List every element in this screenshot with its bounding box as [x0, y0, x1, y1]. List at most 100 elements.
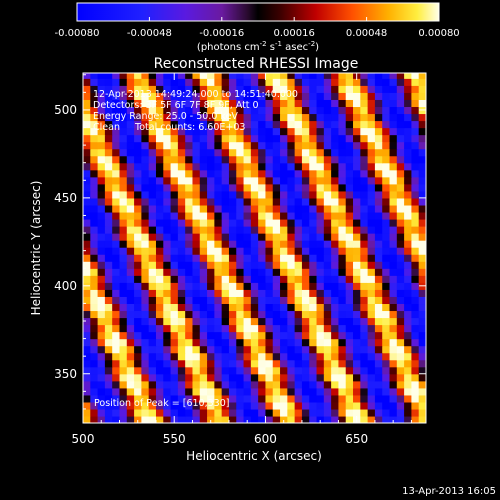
- heatmap-cell: [119, 78, 128, 86]
- heatmap-cell: [112, 106, 121, 115]
- heatmap-cell: [360, 148, 369, 157]
- heatmap-cell: [374, 247, 383, 255]
- heatmap-cell: [214, 275, 223, 283]
- heatmap-cell: [221, 99, 230, 108]
- heatmap-cell: [83, 92, 91, 100]
- heatmap-cell: [185, 211, 194, 220]
- heatmap-cell: [134, 275, 142, 283]
- heatmap-cell: [104, 218, 113, 227]
- heatmap-cell: [323, 401, 332, 410]
- heatmap-cell: [236, 324, 245, 333]
- heatmap-cell: [389, 317, 398, 326]
- heatmap-cell: [331, 78, 340, 86]
- heatmap-cell: [163, 247, 172, 255]
- heatmap-cell: [338, 134, 347, 143]
- heatmap-cell: [418, 85, 426, 93]
- heatmap-cell: [170, 183, 179, 192]
- heatmap-cell: [338, 338, 347, 347]
- heatmap-cell: [338, 387, 347, 396]
- heatmap-cell: [250, 155, 259, 164]
- heatmap-cell: [119, 73, 128, 79]
- heatmap-cell: [316, 275, 325, 283]
- heatmap-cell: [265, 380, 274, 389]
- heatmap-cell: [90, 204, 99, 213]
- heatmap-cell: [243, 134, 252, 143]
- heatmap-cell: [294, 247, 303, 255]
- heatmap-cell: [207, 359, 215, 368]
- heatmap-cell: [236, 317, 245, 326]
- heatmap-cell: [301, 394, 310, 403]
- heatmap-cell: [389, 331, 398, 340]
- heatmap-cell: [163, 162, 172, 171]
- heatmap-cell: [126, 338, 135, 347]
- heatmap-cell: [148, 254, 157, 262]
- heatmap-cell: [316, 401, 325, 410]
- heatmap-cell: [316, 331, 325, 340]
- x-axis-label: Heliocentric X (arcsec): [186, 449, 322, 463]
- heatmap-cell: [199, 120, 208, 129]
- heatmap-cell: [170, 296, 179, 305]
- heatmap-cell: [389, 247, 398, 255]
- heatmap-cell: [214, 141, 223, 150]
- heatmap-cell: [214, 359, 223, 368]
- heatmap-cell: [331, 261, 340, 269]
- heatmap-cell: [418, 127, 426, 136]
- heatmap-cell: [353, 106, 361, 115]
- plot-frame: [82, 72, 427, 424]
- heatmap-cell: [104, 73, 113, 79]
- heatmap-cell: [177, 113, 186, 122]
- heatmap-cell: [207, 240, 215, 248]
- heatmap-cell: [207, 387, 215, 396]
- heatmap-cell: [301, 106, 310, 115]
- heatmap-cell: [155, 261, 164, 269]
- heatmap-cell: [301, 338, 310, 347]
- heatmap-cell: [418, 204, 426, 213]
- heatmap-cell: [338, 233, 347, 241]
- heatmap-cell: [163, 282, 172, 290]
- heatmap-cell: [236, 387, 245, 396]
- heatmap-cell: [258, 134, 267, 143]
- heatmap-cell: [367, 345, 376, 354]
- heatmap-cell: [396, 331, 405, 340]
- heatmap-cell: [119, 183, 128, 192]
- heatmap-cell: [83, 73, 91, 79]
- heatmap-cell: [367, 92, 376, 100]
- heatmap-cell: [389, 380, 398, 389]
- heatmap-cell: [148, 211, 157, 220]
- heatmap-cell: [90, 366, 99, 375]
- heatmap-cell: [112, 155, 121, 164]
- heatmap-cell: [360, 226, 369, 234]
- heatmap-cell: [250, 352, 259, 361]
- heatmap-cell: [345, 240, 354, 248]
- heatmap-cell: [192, 176, 201, 185]
- heatmap-cell: [287, 303, 296, 312]
- heatmap-cell: [345, 366, 354, 375]
- heatmap-cell: [389, 204, 398, 213]
- heatmap-cell: [90, 113, 99, 122]
- heatmap-cell: [119, 176, 128, 185]
- heatmap-cell: [185, 352, 194, 361]
- heatmap-cell: [353, 324, 361, 333]
- heatmap-cell: [345, 261, 354, 269]
- heatmap-cell: [353, 401, 361, 410]
- heatmap-cell: [309, 310, 318, 319]
- heatmap-cell: [126, 148, 135, 157]
- heatmap-cell: [155, 226, 164, 234]
- heatmap-cell: [214, 324, 223, 333]
- heatmap-cell: [294, 415, 303, 423]
- heatmap-cell: [134, 310, 142, 319]
- heatmap-cell: [353, 310, 361, 319]
- heatmap-cell: [367, 148, 376, 157]
- heatmap-cell: [294, 218, 303, 227]
- heatmap-cell: [345, 387, 354, 396]
- heatmap-cell: [353, 247, 361, 255]
- heatmap-cell: [323, 204, 332, 213]
- heatmap-cell: [338, 120, 347, 129]
- heatmap-cell: [294, 394, 303, 403]
- heatmap-cell: [382, 120, 391, 129]
- heatmap-cell: [389, 401, 398, 410]
- heatmap-cell: [360, 345, 369, 354]
- heatmap-cell: [90, 296, 99, 305]
- heatmap-cell: [353, 134, 361, 143]
- heatmap-cell: [250, 303, 259, 312]
